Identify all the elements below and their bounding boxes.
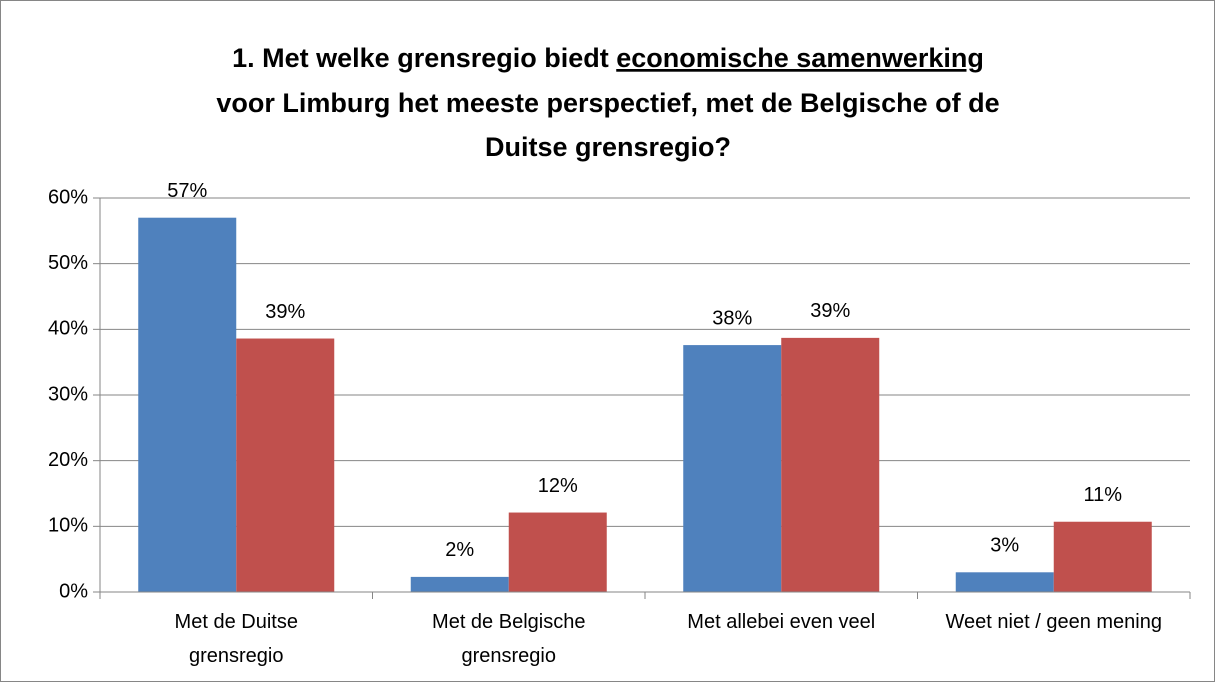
bar xyxy=(410,576,509,592)
bar xyxy=(955,572,1054,592)
x-tick-label-line: Met de Duitse xyxy=(175,611,298,633)
bar xyxy=(236,338,335,592)
y-tick-label: 50% xyxy=(48,252,88,274)
x-tick-label-line: grensregio xyxy=(189,645,284,667)
x-tick-label: Weet niet / geen mening xyxy=(946,611,1162,633)
title-part: 1. Met welke grensregio biedt xyxy=(232,43,616,73)
value-label: 38% xyxy=(712,307,752,329)
chart-title: voor Limburg het meeste perspectief, met… xyxy=(216,88,999,118)
chart-title: 1. Met welke grensregio biedt economisch… xyxy=(232,43,984,73)
x-tick-label: Met de Belgische grensregio xyxy=(432,611,585,667)
x-tick-label-line: grensregio xyxy=(461,645,556,667)
x-tick-label: Met de Duitse grensregio xyxy=(175,611,298,667)
bar xyxy=(138,217,237,592)
y-tick-label: 0% xyxy=(59,580,88,602)
value-label: 57% xyxy=(167,180,207,202)
x-tick-label-line: Met de Belgische xyxy=(432,611,585,633)
bar xyxy=(508,512,607,592)
chart-title: Duitse grensregio? xyxy=(485,132,731,162)
bar xyxy=(781,337,880,592)
y-tick-label: 60% xyxy=(48,186,88,208)
y-tick-label: 30% xyxy=(48,383,88,405)
y-tick-label: 10% xyxy=(48,515,88,537)
y-tick-label: 40% xyxy=(48,318,88,340)
value-label: 3% xyxy=(990,535,1019,557)
bar xyxy=(1053,521,1152,592)
y-tick-label: 20% xyxy=(48,449,88,471)
x-tick-label-line: Met allebei even veel xyxy=(687,611,875,633)
title-part: economische samenwerking xyxy=(616,43,984,73)
value-label: 39% xyxy=(265,301,305,323)
x-tick-label-line: Weet niet / geen mening xyxy=(946,611,1162,633)
value-label: 11% xyxy=(1083,484,1122,506)
value-label: 2% xyxy=(445,539,474,561)
bar xyxy=(683,345,782,592)
value-label: 39% xyxy=(810,300,850,322)
value-label: 12% xyxy=(538,475,578,497)
x-tick-label: Met allebei even veel xyxy=(687,611,875,633)
